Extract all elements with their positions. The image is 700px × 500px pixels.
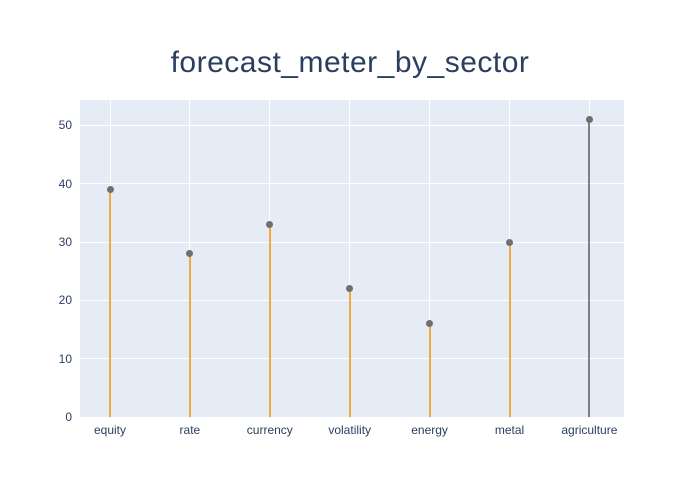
y-tick-label: 50 (58, 118, 72, 133)
data-point-equity[interactable] (106, 186, 114, 194)
x-tick-label-rate: rate (179, 423, 201, 437)
data-point-currency[interactable] (266, 221, 274, 229)
chart-title: forecast_meter_by_sector (170, 46, 530, 79)
data-point-metal[interactable] (506, 238, 513, 246)
x-tick-label-volatility: volatility (328, 423, 372, 437)
data-point-energy[interactable] (426, 320, 434, 328)
stem-equity[interactable] (109, 189, 111, 417)
stem-energy[interactable] (428, 323, 431, 417)
x-tick-label-equity: equity (93, 423, 127, 437)
stem-currency[interactable] (268, 224, 271, 417)
stem-agriculture[interactable] (588, 119, 591, 417)
data-point-rate[interactable] (186, 250, 194, 258)
x-tick-label-agriculture: agriculture (561, 423, 618, 437)
y-tick-label: 0 (65, 410, 72, 424)
stem-rate[interactable] (188, 253, 191, 417)
x-tick-label-metal: metal (494, 423, 525, 437)
stem-metal[interactable] (508, 242, 511, 417)
x-tick-label-energy: energy (411, 423, 448, 437)
y-tick-label: 30 (58, 235, 72, 250)
data-point-agriculture[interactable] (585, 116, 593, 124)
y-tick-label: 40 (58, 176, 72, 191)
y-tick-label: 20 (58, 293, 72, 308)
y-tick-label: 10 (58, 351, 72, 366)
x-tick-label-currency: currency (246, 423, 293, 437)
plot-area (80, 100, 624, 417)
data-point-volatility[interactable] (346, 285, 354, 293)
stem-volatility[interactable] (348, 288, 351, 417)
